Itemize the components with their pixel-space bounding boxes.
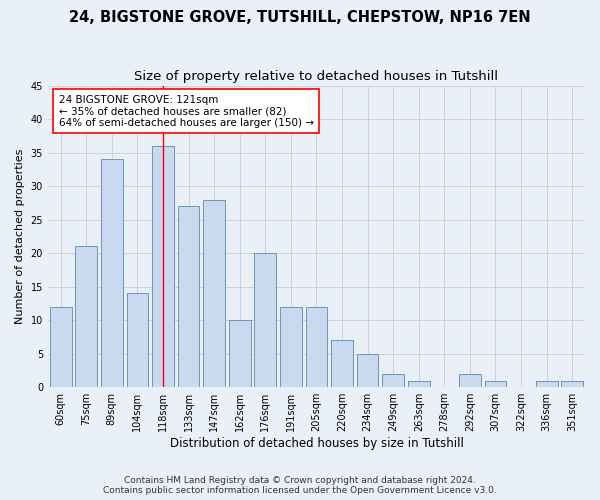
Text: 24, BIGSTONE GROVE, TUTSHILL, CHEPSTOW, NP16 7EN: 24, BIGSTONE GROVE, TUTSHILL, CHEPSTOW, … bbox=[69, 10, 531, 25]
Bar bbox=[152, 146, 174, 387]
X-axis label: Distribution of detached houses by size in Tutshill: Distribution of detached houses by size … bbox=[170, 437, 463, 450]
Bar bbox=[50, 307, 71, 387]
Bar bbox=[485, 380, 506, 387]
Bar bbox=[127, 294, 148, 387]
Bar bbox=[76, 246, 97, 387]
Y-axis label: Number of detached properties: Number of detached properties bbox=[15, 148, 25, 324]
Bar bbox=[280, 307, 302, 387]
Bar bbox=[178, 206, 199, 387]
Bar bbox=[562, 380, 583, 387]
Bar bbox=[459, 374, 481, 387]
Bar bbox=[357, 354, 379, 387]
Text: 24 BIGSTONE GROVE: 121sqm
← 35% of detached houses are smaller (82)
64% of semi-: 24 BIGSTONE GROVE: 121sqm ← 35% of detac… bbox=[59, 94, 314, 128]
Bar bbox=[536, 380, 557, 387]
Text: Contains HM Land Registry data © Crown copyright and database right 2024.
Contai: Contains HM Land Registry data © Crown c… bbox=[103, 476, 497, 495]
Bar bbox=[305, 307, 328, 387]
Bar bbox=[331, 340, 353, 387]
Bar bbox=[408, 380, 430, 387]
Bar bbox=[382, 374, 404, 387]
Title: Size of property relative to detached houses in Tutshill: Size of property relative to detached ho… bbox=[134, 70, 499, 83]
Bar bbox=[101, 160, 123, 387]
Bar bbox=[254, 253, 276, 387]
Bar bbox=[229, 320, 251, 387]
Bar bbox=[203, 200, 225, 387]
